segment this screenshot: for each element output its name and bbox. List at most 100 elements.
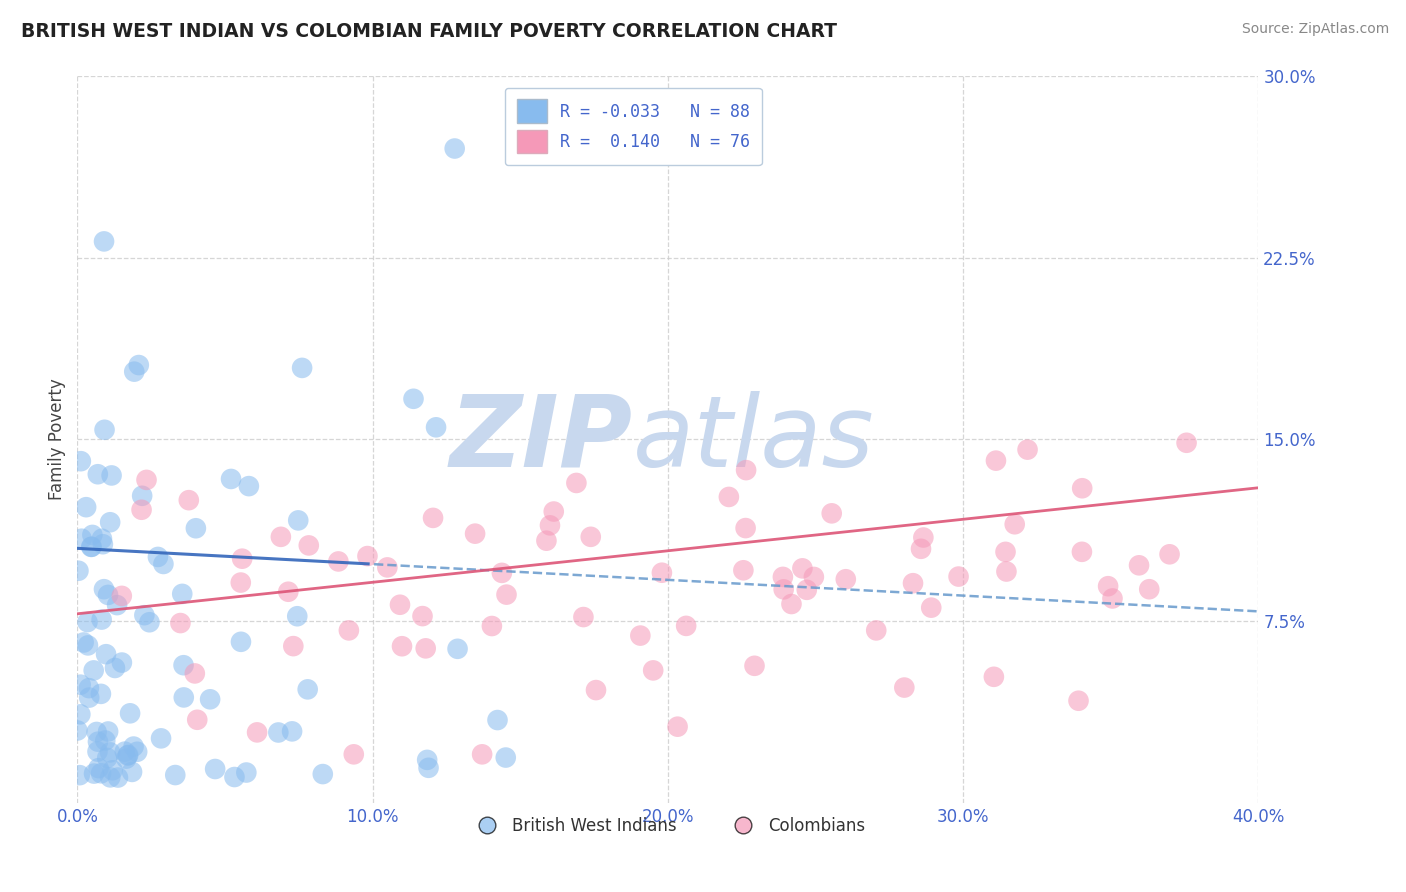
Point <box>117 747 139 762</box>
Point <box>1097 579 1119 593</box>
Point <box>104 661 127 675</box>
Point <box>177 493 200 508</box>
Point <box>675 619 697 633</box>
Point <box>298 538 321 552</box>
Point <box>93 582 115 597</box>
Point <box>122 365 145 379</box>
Point <box>100 468 122 483</box>
Point <box>105 598 128 612</box>
Point <box>111 589 134 603</box>
Point <box>1101 591 1123 606</box>
Point <box>422 511 444 525</box>
Point <box>146 549 169 564</box>
Point <box>651 566 673 580</box>
Point <box>173 658 195 673</box>
Point <box>772 582 794 597</box>
Point <box>792 561 814 575</box>
Point <box>69 768 91 782</box>
Point <box>734 521 756 535</box>
Point <box>281 724 304 739</box>
Point <box>150 731 173 746</box>
Point <box>643 664 665 678</box>
Point <box>910 541 932 556</box>
Point <box>464 526 486 541</box>
Point <box>337 624 360 638</box>
Point <box>131 502 153 516</box>
Point <box>87 734 110 748</box>
Point <box>735 463 758 477</box>
Point <box>291 360 314 375</box>
Point <box>93 235 115 249</box>
Point <box>994 545 1017 559</box>
Point <box>77 690 100 705</box>
Point <box>152 557 174 571</box>
Point <box>285 609 308 624</box>
Point <box>127 745 149 759</box>
Point <box>184 666 207 681</box>
Text: BRITISH WEST INDIAN VS COLOMBIAN FAMILY POVERTY CORRELATION CHART: BRITISH WEST INDIAN VS COLOMBIAN FAMILY … <box>21 22 837 41</box>
Point <box>356 549 378 563</box>
Point <box>536 533 558 548</box>
Point <box>77 639 100 653</box>
Point <box>343 747 366 762</box>
Point <box>98 745 121 759</box>
Point <box>579 530 602 544</box>
Point <box>1071 545 1094 559</box>
Point <box>80 540 103 554</box>
Point <box>69 678 91 692</box>
Point <box>912 531 935 545</box>
Point <box>920 600 942 615</box>
Point <box>67 564 90 578</box>
Point <box>865 624 887 638</box>
Point <box>412 609 434 624</box>
Y-axis label: Family Poverty: Family Poverty <box>48 378 66 500</box>
Point <box>312 767 335 781</box>
Point <box>184 521 207 535</box>
Point <box>402 392 425 406</box>
Point <box>796 582 818 597</box>
Point <box>111 656 134 670</box>
Point <box>495 588 517 602</box>
Point <box>1017 442 1039 457</box>
Point <box>173 690 195 705</box>
Point <box>135 473 157 487</box>
Point <box>995 565 1018 579</box>
Point <box>198 692 221 706</box>
Point <box>572 610 595 624</box>
Point <box>471 747 494 762</box>
Point <box>391 639 413 653</box>
Point <box>297 682 319 697</box>
Point <box>172 587 194 601</box>
Point <box>97 588 120 602</box>
Point <box>1175 435 1198 450</box>
Point <box>491 566 513 580</box>
Point <box>66 723 89 738</box>
Point <box>97 724 120 739</box>
Point <box>117 748 139 763</box>
Point <box>235 765 257 780</box>
Point <box>948 569 970 583</box>
Point <box>80 540 103 554</box>
Point <box>481 619 503 633</box>
Point <box>231 551 253 566</box>
Point <box>115 751 138 765</box>
Point <box>1071 481 1094 495</box>
Point <box>83 766 105 780</box>
Point <box>495 750 517 764</box>
Point <box>101 764 124 778</box>
Point <box>733 563 755 577</box>
Point <box>70 532 93 546</box>
Point <box>91 537 114 551</box>
Point <box>70 454 93 468</box>
Point <box>277 584 299 599</box>
Point <box>82 528 104 542</box>
Point <box>628 629 651 643</box>
Point <box>418 761 440 775</box>
Point <box>93 423 115 437</box>
Point <box>416 753 439 767</box>
Point <box>120 706 142 721</box>
Point <box>90 613 112 627</box>
Point <box>780 597 803 611</box>
Point <box>121 764 143 779</box>
Point <box>1067 694 1090 708</box>
